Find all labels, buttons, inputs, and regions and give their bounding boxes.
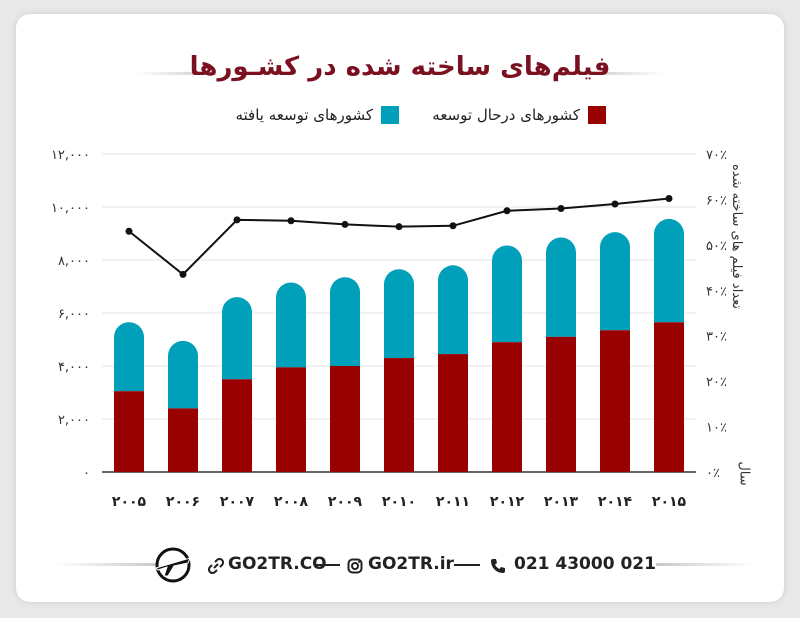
y2-tick-label: ۷۰٪ (706, 148, 727, 163)
x-tick-label: ۲۰۱۰ (382, 494, 416, 510)
bar-developing (384, 358, 414, 472)
y2-tick-label: ۶۰٪ (706, 193, 727, 208)
y2-tick-label: ۰٪ (706, 466, 720, 481)
link-icon (208, 558, 224, 574)
bar-developed (438, 265, 468, 355)
x-tick-label: ۲۰۱۲ (490, 494, 525, 510)
x-tick-label: ۲۰۰۸ (274, 494, 309, 510)
bar-developed (276, 282, 306, 368)
bar-developed (222, 297, 252, 380)
y-tick-label: ۶,۰۰۰ (58, 307, 90, 322)
bar-developed (384, 269, 414, 359)
footer-dash-2 (454, 564, 480, 566)
series-line (128, 197, 670, 276)
bar-developing (546, 336, 576, 472)
x-tick-label: ۲۰۰۶ (166, 494, 200, 510)
legend-label-developing: کشورهای درحال توسعه (432, 106, 580, 124)
footer-instagram[interactable]: GO2TR.ir (368, 554, 454, 574)
y2-tick-label: ۲۰٪ (706, 375, 727, 390)
y2-tick-label: ۴۰٪ (706, 284, 727, 299)
y-tick-label: ۱۲,۰۰۰ (51, 148, 90, 163)
y2-tick-label: ۵۰٪ (706, 239, 727, 254)
line-point (287, 217, 295, 225)
chart-card: فیلم‌های ساخته شده در کشـورها کشورهای در… (16, 14, 784, 602)
legend-item-developed: کشورهای توسعه یافته (235, 106, 399, 124)
bar-developing (654, 322, 684, 472)
bar-developed (168, 340, 198, 409)
line-point (395, 223, 403, 231)
title-area: فیلم‌های ساخته شده در کشـورها (16, 52, 784, 92)
line-point (503, 207, 511, 215)
bar-developing (600, 330, 630, 472)
line-point (449, 222, 457, 230)
bar-developing (330, 366, 360, 472)
footer-divider-right (656, 563, 756, 566)
bar-developed (654, 218, 684, 323)
y2-tick-label: ۳۰٪ (706, 330, 727, 345)
line-point (179, 270, 187, 278)
line-point (125, 227, 133, 235)
bar-developed (114, 322, 144, 392)
chart-plot: ۰ ۲,۰۰۰ ۴,۰۰۰ ۶,۰۰۰ ۸,۰۰۰ ۱۰,۰۰۰ ۱۲,۰۰۰ ۰٪ ۱۰٪ ۲۰… (51, 148, 727, 510)
footer-dash-1 (314, 564, 340, 566)
legend-swatch-developed (381, 106, 399, 124)
legend-item-developing: کشورهای درحال توسعه (432, 106, 606, 124)
x-tick-label: ۲۰۱۵ (652, 494, 687, 510)
y-tick-label: ۴,۰۰۰ (58, 360, 90, 375)
bar-developed (492, 245, 522, 343)
footer-phone[interactable]: 021 43000 021 (514, 554, 656, 574)
x-tick-label: ۲۰۱۱ (436, 494, 470, 510)
footer: GO2TR.CO GO2TR.ir 021 43000 021 (16, 547, 784, 583)
x-axis-title: سال (736, 461, 752, 486)
bar-developing (222, 379, 252, 472)
y2-tick-label: ۱۰٪ (706, 421, 727, 436)
x-tick-label: ۲۰۰۹ (328, 494, 363, 510)
x-tick-label: ۲۰۰۷ (220, 494, 255, 510)
line-point (611, 200, 619, 208)
bar-developed (546, 237, 576, 337)
bar-developing (492, 342, 522, 472)
y-tick-label: ۰ (83, 466, 90, 481)
y-tick-label: ۱۰,۰۰۰ (51, 201, 90, 216)
title-divider-left (136, 72, 216, 75)
legend: کشورهای درحال توسعه کشورهای توسعه یافته (16, 106, 784, 130)
chart-title: فیلم‌های ساخته شده در کشـورها (189, 52, 611, 82)
bar-developing (438, 354, 468, 472)
line-point (665, 195, 673, 203)
y-tick-label: ۲,۰۰۰ (58, 413, 90, 428)
footer-divider-left (56, 563, 156, 566)
instagram-icon (347, 558, 363, 574)
plane-logo-icon (155, 547, 191, 583)
line-point (341, 220, 349, 228)
bar-developing (276, 367, 306, 472)
legend-label-developed: کشورهای توسعه یافته (235, 106, 373, 124)
line-point (233, 216, 241, 224)
line-point (557, 205, 565, 213)
y-tick-label: ۸,۰۰۰ (58, 254, 90, 269)
title-divider-right (584, 72, 664, 75)
bar-developed (600, 232, 630, 331)
bar-developed (330, 277, 360, 366)
footer-site[interactable]: GO2TR.CO (228, 554, 327, 574)
x-tick-label: ۲۰۱۳ (544, 494, 579, 510)
legend-swatch-developing (588, 106, 606, 124)
x-tick-label: ۲۰۱۴ (598, 494, 633, 510)
x-tick-label: ۲۰۰۵ (112, 494, 147, 510)
bar-developing (114, 391, 144, 472)
right-axis-title: تعداد فیلم های ساخته شده (729, 163, 745, 310)
bar-developing (168, 408, 198, 472)
phone-icon (491, 559, 505, 573)
